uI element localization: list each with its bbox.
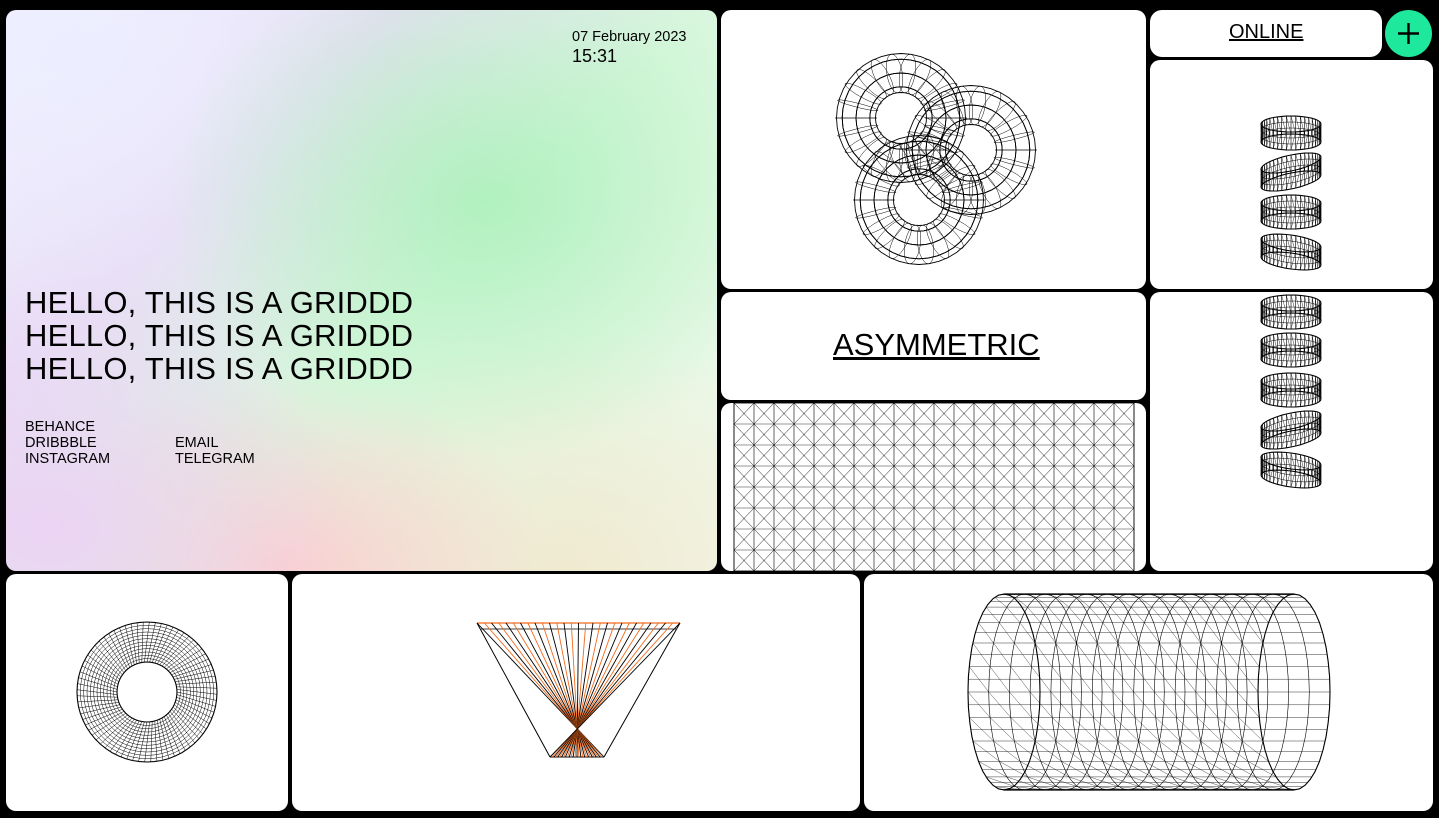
torus-card — [6, 574, 288, 811]
wireframe-cylinder-icon — [967, 593, 1331, 791]
headline: HELLO, THIS IS A GRIDDD HELLO, THIS IS A… — [25, 286, 413, 385]
cylinder-card — [864, 574, 1433, 811]
plus-icon — [1398, 23, 1419, 44]
instagram-link[interactable]: INSTAGRAM — [25, 451, 111, 467]
asymmetric-card: ASYMMETRIC — [721, 292, 1146, 400]
headline-line: HELLO, THIS IS A GRIDDD — [25, 318, 414, 353]
behance-link[interactable]: BEHANCE — [25, 419, 96, 435]
contact-links: EMAIL TELEGRAM — [175, 435, 255, 467]
wireframe-stacked-rings-icon — [1260, 115, 1322, 271]
wireframe-grid-mesh-icon — [733, 403, 1135, 571]
asymmetric-link[interactable]: ASYMMETRIC — [833, 327, 1040, 362]
headline-line: HELLO, THIS IS A GRIDDD — [25, 285, 414, 320]
rings-card-bottom — [1150, 292, 1433, 571]
current-date: 07 February 2023 — [572, 29, 687, 45]
social-links: BEHANCE DRIBBBLE INSTAGRAM — [25, 419, 110, 467]
trefoil-card — [721, 10, 1146, 289]
telegram-link[interactable]: TELEGRAM — [175, 451, 255, 467]
headline-line: HELLO, THIS IS A GRIDDD — [25, 351, 414, 386]
email-link[interactable]: EMAIL — [175, 435, 219, 451]
status-card: ONLINE — [1150, 10, 1382, 57]
dribbble-link[interactable]: DRIBBBLE — [25, 435, 97, 451]
current-time: 15:31 — [572, 46, 618, 66]
rings-card-top — [1150, 60, 1433, 289]
add-button[interactable] — [1385, 10, 1432, 57]
wireframe-stacked-rings-icon — [1260, 294, 1322, 489]
online-status-link[interactable]: ONLINE — [1229, 21, 1304, 43]
wireframe-trefoil-knot-icon — [835, 53, 1037, 265]
wireframe-torus-icon — [76, 621, 218, 763]
hero-card: 07 February 2023 15:31 HELLO, THIS IS A … — [6, 10, 717, 571]
mesh-card — [721, 403, 1146, 571]
wireframe-cone-icon — [476, 622, 681, 758]
cone-card — [292, 574, 860, 811]
